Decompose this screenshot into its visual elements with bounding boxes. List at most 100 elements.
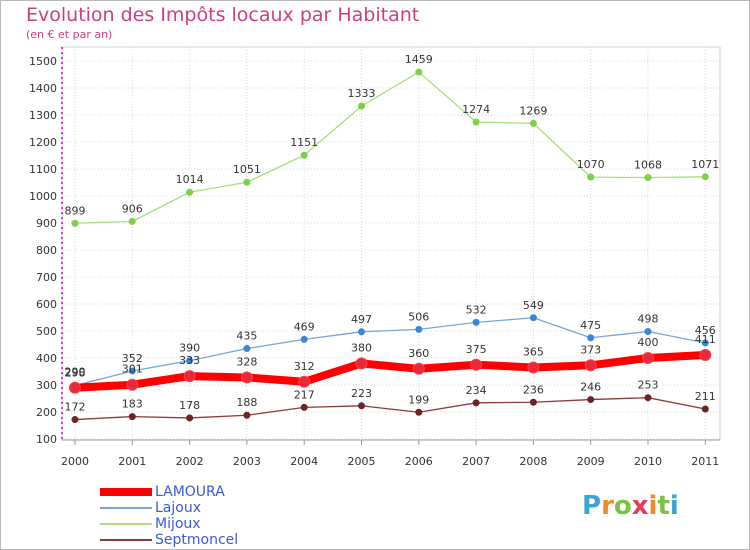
data-point-lamoura <box>355 357 368 370</box>
data-label-septmoncel: 217 <box>294 388 315 401</box>
x-tick-label: 2005 <box>348 455 376 468</box>
data-label-mijoux: 1459 <box>405 53 433 66</box>
data-label-septmoncel: 172 <box>65 401 86 414</box>
data-label-lamoura: 365 <box>523 345 544 358</box>
x-tick-label: 2008 <box>519 455 547 468</box>
data-label-septmoncel: 183 <box>122 398 143 411</box>
y-tick-label: 800 <box>36 244 57 257</box>
data-label-lamoura: 328 <box>236 355 257 368</box>
data-label-lajoux: 469 <box>294 320 315 333</box>
data-point-lamoura <box>69 381 81 394</box>
data-point-mijoux <box>128 217 136 225</box>
data-point-lamoura <box>470 358 483 371</box>
x-tick-label: 2002 <box>176 455 204 468</box>
data-label-mijoux: 1071 <box>691 158 719 171</box>
y-tick-label: 200 <box>36 406 57 419</box>
data-point-lamoura <box>699 349 712 362</box>
data-point-mijoux <box>243 178 251 186</box>
data-point-septmoncel <box>71 416 79 424</box>
data-point-septmoncel <box>472 399 480 407</box>
data-point-septmoncel <box>644 394 652 402</box>
legend-label: LAMOURA <box>155 484 225 500</box>
data-point-lajoux <box>644 328 652 336</box>
data-point-septmoncel <box>186 414 194 422</box>
y-tick-label: 1100 <box>29 163 57 176</box>
chart-title: Evolution des Impôts locaux par Habitant <box>26 4 420 26</box>
data-label-lamoura: 312 <box>294 360 315 373</box>
data-label-mijoux: 1333 <box>348 87 376 100</box>
data-label-lamoura: 373 <box>580 343 601 356</box>
y-tick-label: 500 <box>36 325 57 338</box>
data-point-lamoura <box>412 362 425 375</box>
x-tick-label: 2009 <box>577 455 605 468</box>
data-label-septmoncel: 234 <box>466 384 487 397</box>
data-point-lajoux <box>128 367 136 375</box>
data-point-septmoncel <box>300 403 308 411</box>
data-point-lamoura <box>240 371 253 384</box>
data-label-lajoux: 549 <box>523 299 544 312</box>
y-tick-label: 1300 <box>29 109 57 122</box>
series-line-lajoux <box>74 317 706 387</box>
y-tick-label: 700 <box>36 271 57 284</box>
data-label-mijoux: 1151 <box>290 136 318 149</box>
data-label-lajoux: 475 <box>580 319 601 332</box>
legend-item-mijoux: Mijoux <box>100 516 400 532</box>
legend-swatch <box>100 488 152 496</box>
data-point-septmoncel <box>243 411 251 419</box>
legend-label: Mijoux <box>155 516 201 532</box>
y-tick-label: 300 <box>36 379 57 392</box>
data-label-lamoura: 360 <box>408 347 429 360</box>
label-layer: 290 301 333 328 312 380 360 375 365 373 400 411 298 3… <box>65 53 720 413</box>
data-label-septmoncel: 236 <box>523 383 544 396</box>
data-label-septmoncel: 223 <box>351 387 372 400</box>
data-label-septmoncel: 199 <box>408 393 429 406</box>
data-point-lamoura <box>642 352 654 364</box>
data-label-mijoux: 1014 <box>176 173 204 186</box>
data-label-lamoura: 400 <box>638 336 659 349</box>
axis-layer: 100 200 300 400 500 600 700 800 900 1000 1100 1200 1… <box>29 47 720 468</box>
legend-item-septmoncel: Septmoncel <box>100 532 400 548</box>
data-label-lajoux: 506 <box>408 310 429 323</box>
data-label-lamoura: 380 <box>351 341 372 354</box>
y-tick-label: 400 <box>36 352 57 365</box>
y-tick-label: 1400 <box>29 82 57 95</box>
x-tick-label: 2007 <box>462 455 490 468</box>
data-label-lajoux: 298 <box>65 367 86 380</box>
legend: LAMOURA Lajoux Mijoux Septmoncel <box>100 484 400 548</box>
data-point-mijoux <box>71 219 79 227</box>
x-tick-label: 2003 <box>233 455 261 468</box>
legend-label: Lajoux <box>155 500 201 516</box>
y-tick-label: 100 <box>36 433 57 446</box>
data-label-mijoux: 899 <box>65 204 86 217</box>
data-point-septmoncel <box>128 413 136 421</box>
legend-swatch <box>100 507 152 509</box>
data-point-lajoux <box>186 357 194 365</box>
data-label-lajoux: 456 <box>695 324 716 337</box>
data-label-mijoux: 1068 <box>634 159 662 172</box>
proxiti-logo: Proxiti <box>582 491 679 521</box>
x-tick-label: 2001 <box>118 455 146 468</box>
data-point-lajoux <box>587 334 595 342</box>
y-tick-label: 1200 <box>29 136 57 149</box>
data-point-lamoura <box>584 359 597 372</box>
legend-label: Septmoncel <box>155 532 239 548</box>
series-line-lamoura <box>71 351 710 392</box>
y-tick-label: 1000 <box>29 190 57 203</box>
data-point-lajoux <box>472 318 480 326</box>
data-label-lajoux: 435 <box>236 330 257 343</box>
legend-swatch <box>100 523 152 525</box>
data-point-lamoura <box>126 378 139 391</box>
data-label-septmoncel: 253 <box>638 379 659 392</box>
data-label-lajoux: 390 <box>179 342 200 355</box>
data-label-septmoncel: 188 <box>236 396 257 409</box>
data-point-lajoux <box>529 314 537 322</box>
y-tick-label: 900 <box>36 217 57 230</box>
data-label-mijoux: 1274 <box>462 103 490 116</box>
chart-subtitle: (en € et par an) <box>26 28 113 41</box>
x-tick-label: 2004 <box>290 455 318 468</box>
data-label-lajoux: 497 <box>351 313 372 326</box>
data-point-mijoux <box>300 151 308 159</box>
data-point-mijoux <box>186 188 194 196</box>
